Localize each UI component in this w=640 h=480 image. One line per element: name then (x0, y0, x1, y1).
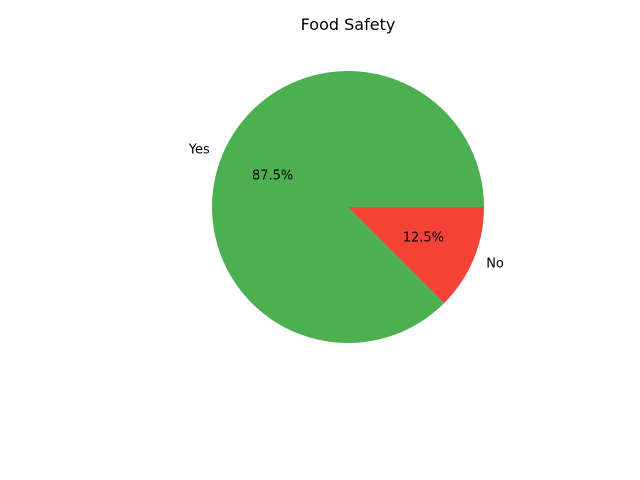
percent-label-yes: 87.5% (252, 168, 293, 183)
pie-labels: Yes 87.5% No 12.5% (188, 142, 504, 271)
pie-slices (211, 71, 484, 344)
pie-slice-no (348, 207, 484, 304)
slice-label-no: No (486, 257, 504, 272)
percent-label-no: 12.5% (403, 231, 444, 246)
slice-label-yes: Yes (188, 142, 210, 157)
pie-slice-yes (211, 71, 484, 344)
chart-title: Food Safety (301, 15, 396, 34)
